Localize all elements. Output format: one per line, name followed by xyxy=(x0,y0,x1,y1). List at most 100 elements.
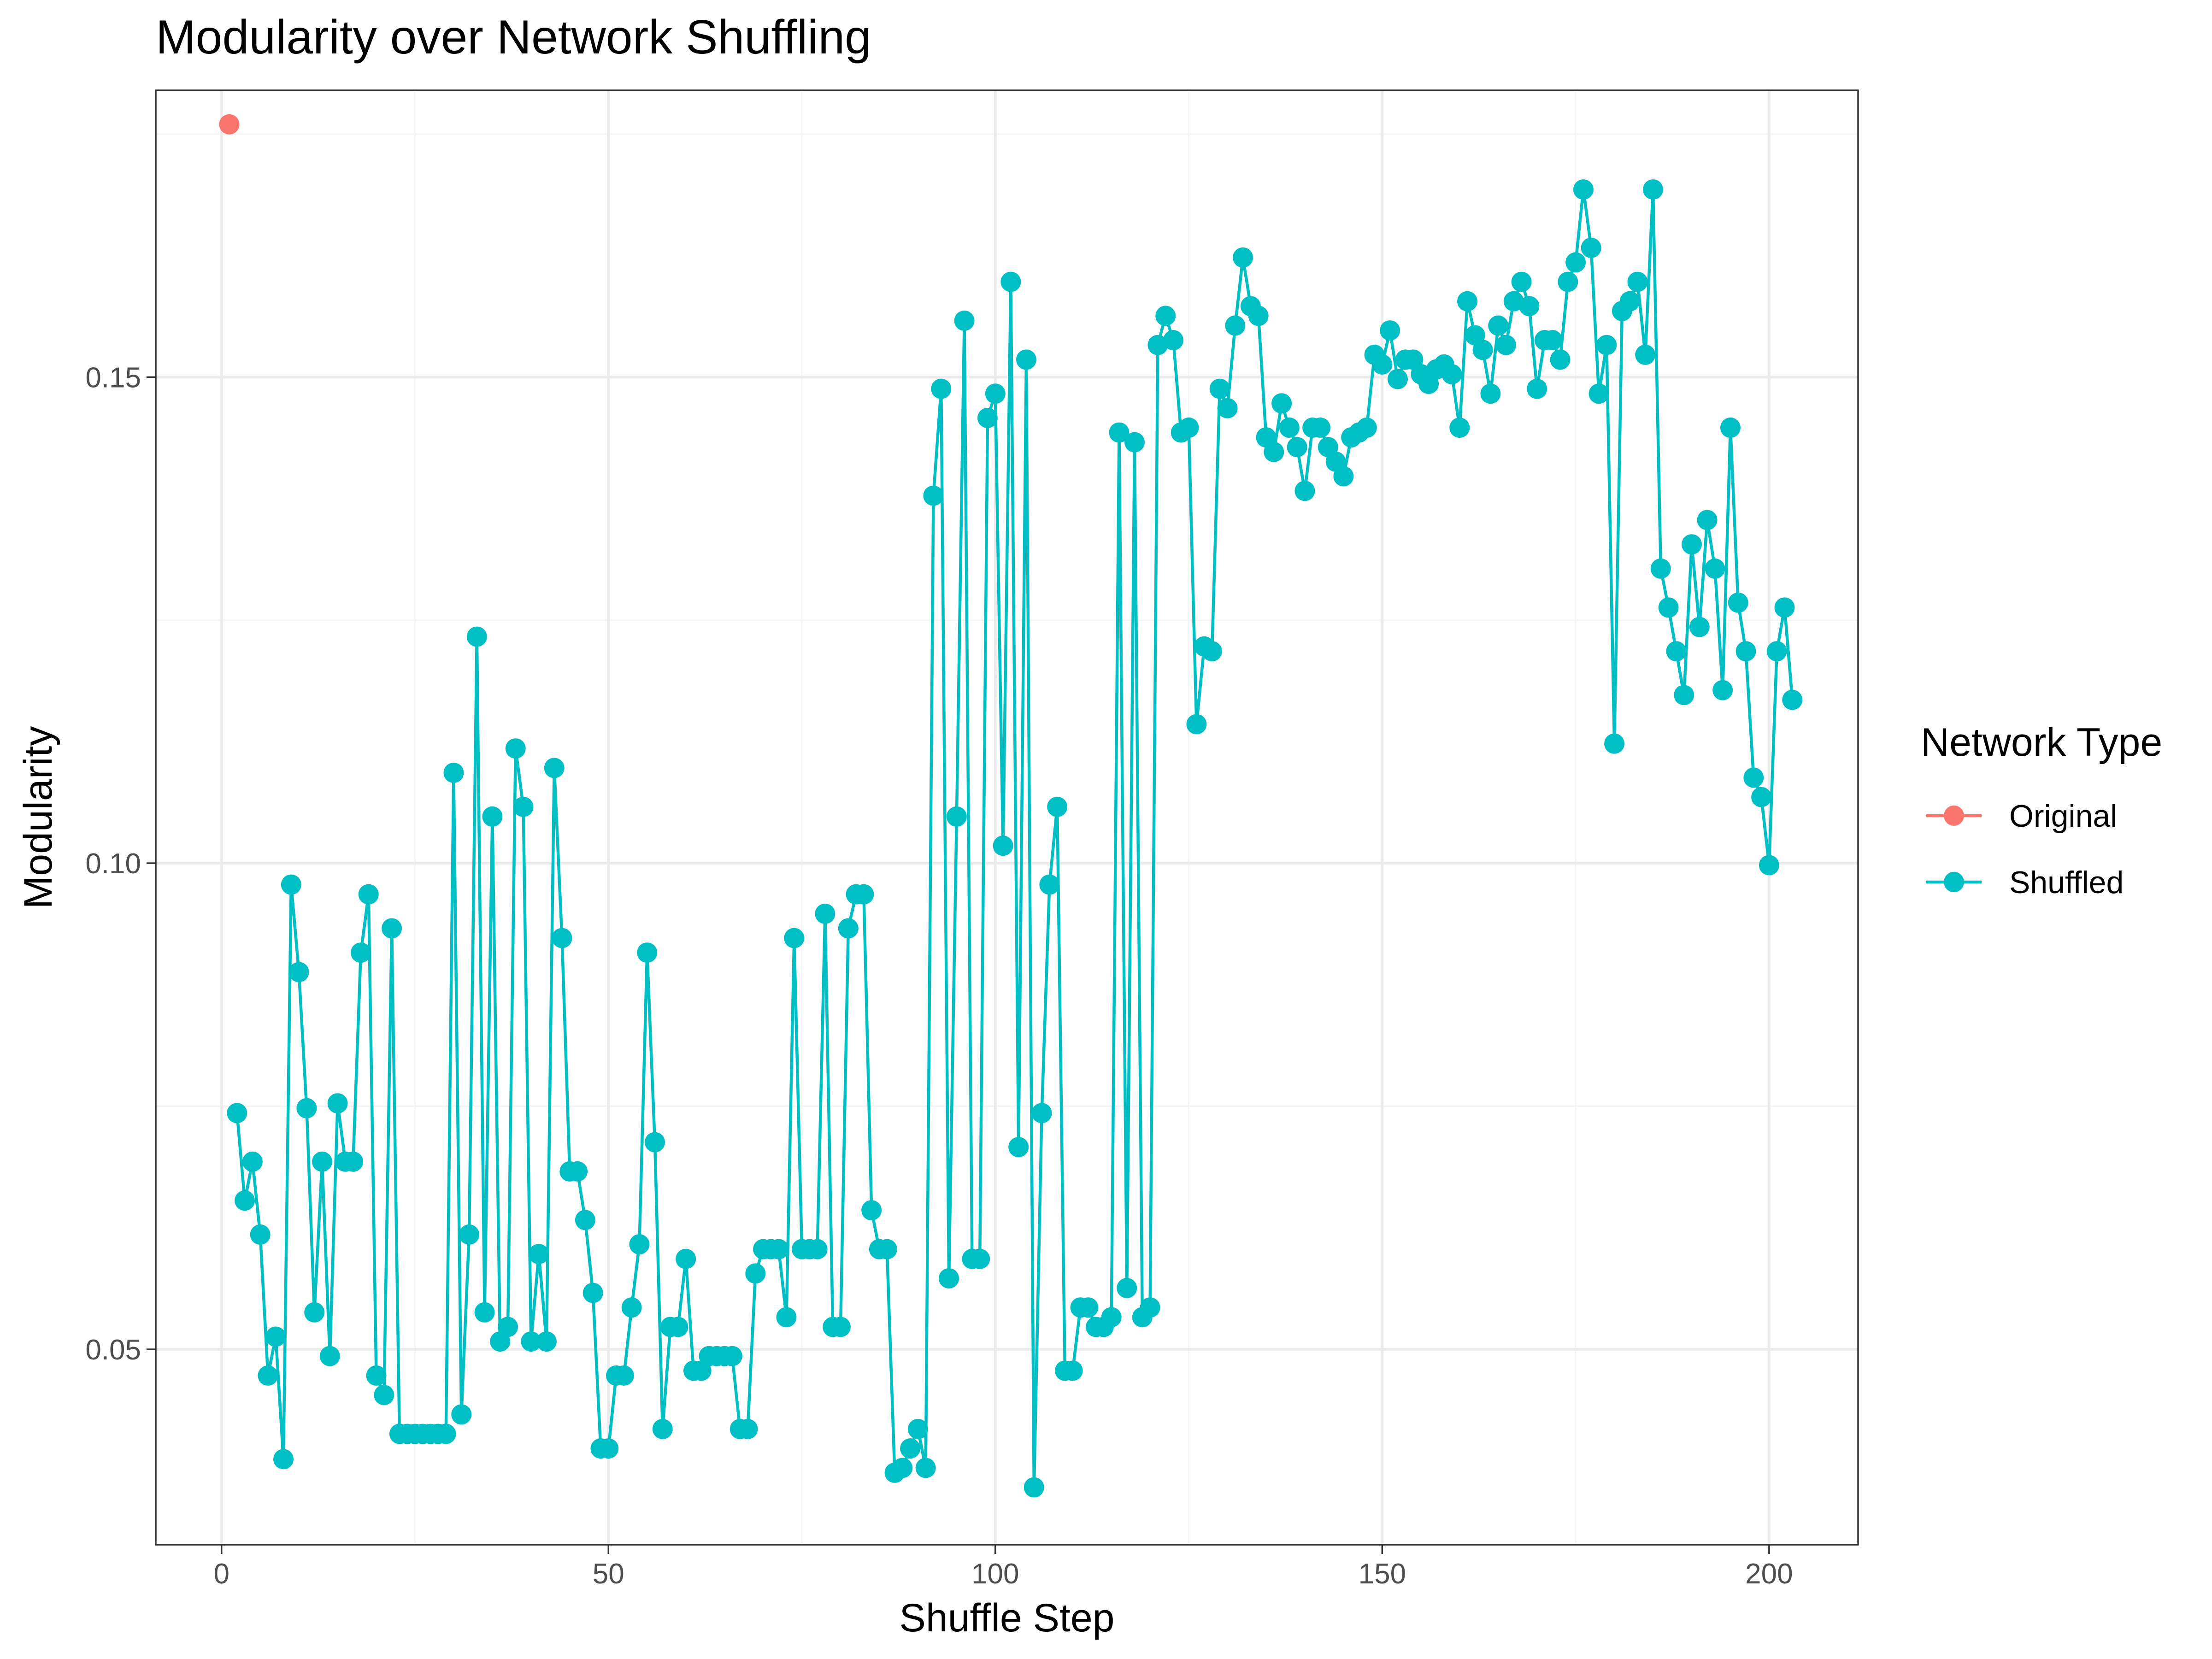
data-point xyxy=(1643,179,1664,200)
data-point xyxy=(250,1224,271,1245)
legend-key-point xyxy=(1944,872,1964,892)
data-point xyxy=(1201,641,1222,662)
data-point xyxy=(451,1404,472,1425)
legend-title: Network Type xyxy=(1921,720,2162,765)
data-point xyxy=(582,1282,603,1303)
data-point xyxy=(219,114,240,135)
data-point xyxy=(258,1365,278,1386)
data-point xyxy=(1689,617,1710,637)
data-point xyxy=(1294,481,1315,501)
data-point xyxy=(544,758,565,778)
data-point xyxy=(435,1424,456,1444)
data-point xyxy=(1666,641,1687,662)
series-line-shuffled xyxy=(235,188,1794,1489)
data-point xyxy=(838,918,859,939)
data-point xyxy=(1550,349,1571,370)
data-point xyxy=(288,962,309,982)
data-point xyxy=(1248,306,1269,326)
data-point xyxy=(567,1161,588,1182)
data-point xyxy=(1511,271,1532,292)
data-point xyxy=(281,874,301,895)
series-layer xyxy=(219,114,1803,1498)
y-tick-label: 0.10 xyxy=(85,848,141,880)
data-point xyxy=(737,1418,758,1439)
data-point xyxy=(312,1151,333,1172)
data-point xyxy=(993,835,1013,856)
data-point xyxy=(1457,291,1478,312)
data-point xyxy=(482,806,503,827)
data-point xyxy=(954,310,975,331)
data-point xyxy=(861,1200,882,1221)
panel-border xyxy=(155,89,1859,1546)
data-point xyxy=(374,1385,394,1406)
data-point xyxy=(1356,418,1377,438)
data-point xyxy=(1209,378,1230,399)
data-point xyxy=(1751,787,1772,807)
data-point xyxy=(1542,330,1563,351)
data-point xyxy=(235,1190,255,1211)
data-point xyxy=(1039,874,1060,895)
data-point xyxy=(552,928,572,948)
data-point xyxy=(265,1326,286,1347)
data-point xyxy=(939,1268,959,1288)
data-point xyxy=(900,1438,921,1459)
data-point xyxy=(768,1239,789,1259)
data-point xyxy=(776,1307,797,1328)
data-point xyxy=(1558,271,1578,292)
data-point xyxy=(676,1248,696,1269)
data-point xyxy=(459,1224,480,1245)
x-axis-title: Shuffle Step xyxy=(900,1596,1115,1640)
data-point xyxy=(1441,364,1462,385)
y-axis-title: Modularity xyxy=(16,726,60,909)
data-point xyxy=(382,918,402,939)
data-point xyxy=(946,806,967,827)
data-point xyxy=(443,762,464,783)
data-point xyxy=(1604,733,1625,754)
data-point xyxy=(1650,558,1671,579)
data-point xyxy=(1178,418,1199,438)
data-point xyxy=(1674,685,1694,706)
data-point xyxy=(1488,315,1509,336)
x-tick-label: 0 xyxy=(213,1558,229,1590)
data-point xyxy=(1720,418,1741,438)
data-point xyxy=(1743,767,1764,788)
data-point xyxy=(745,1263,766,1284)
data-point xyxy=(304,1302,325,1323)
data-point xyxy=(1774,597,1795,618)
legend-item-shuffled: Shuffled xyxy=(1926,865,2124,900)
data-point xyxy=(497,1317,518,1337)
data-point xyxy=(1782,689,1803,710)
data-point xyxy=(621,1297,642,1318)
data-point xyxy=(1697,510,1718,530)
data-point xyxy=(366,1365,387,1386)
data-point xyxy=(1078,1297,1099,1318)
data-point xyxy=(1573,179,1594,200)
data-point xyxy=(575,1210,595,1230)
data-point xyxy=(923,485,944,506)
data-point xyxy=(629,1234,650,1255)
legend-item-original: Original xyxy=(1926,799,2117,834)
data-point xyxy=(1310,418,1331,438)
data-point xyxy=(1619,291,1640,312)
data-point xyxy=(815,903,835,924)
x-tick-label: 200 xyxy=(1745,1558,1793,1590)
data-point xyxy=(513,796,534,817)
data-point xyxy=(505,738,526,759)
data-point xyxy=(1581,237,1601,258)
legend-label: Original xyxy=(2009,799,2117,834)
data-point xyxy=(1124,432,1145,453)
data-point xyxy=(521,1331,541,1352)
data-point xyxy=(1588,383,1609,404)
data-point xyxy=(1527,378,1547,399)
data-point xyxy=(1186,714,1207,735)
data-point xyxy=(1658,597,1679,618)
y-tick-label: 0.05 xyxy=(85,1334,141,1366)
legend-entries: Original Shuffled xyxy=(1926,799,2124,900)
data-point xyxy=(1016,349,1036,370)
data-point xyxy=(1728,592,1748,613)
data-point xyxy=(529,1244,549,1265)
data-point xyxy=(784,928,805,948)
data-point xyxy=(1449,418,1470,438)
data-point xyxy=(1264,441,1284,462)
data-point xyxy=(637,942,658,963)
